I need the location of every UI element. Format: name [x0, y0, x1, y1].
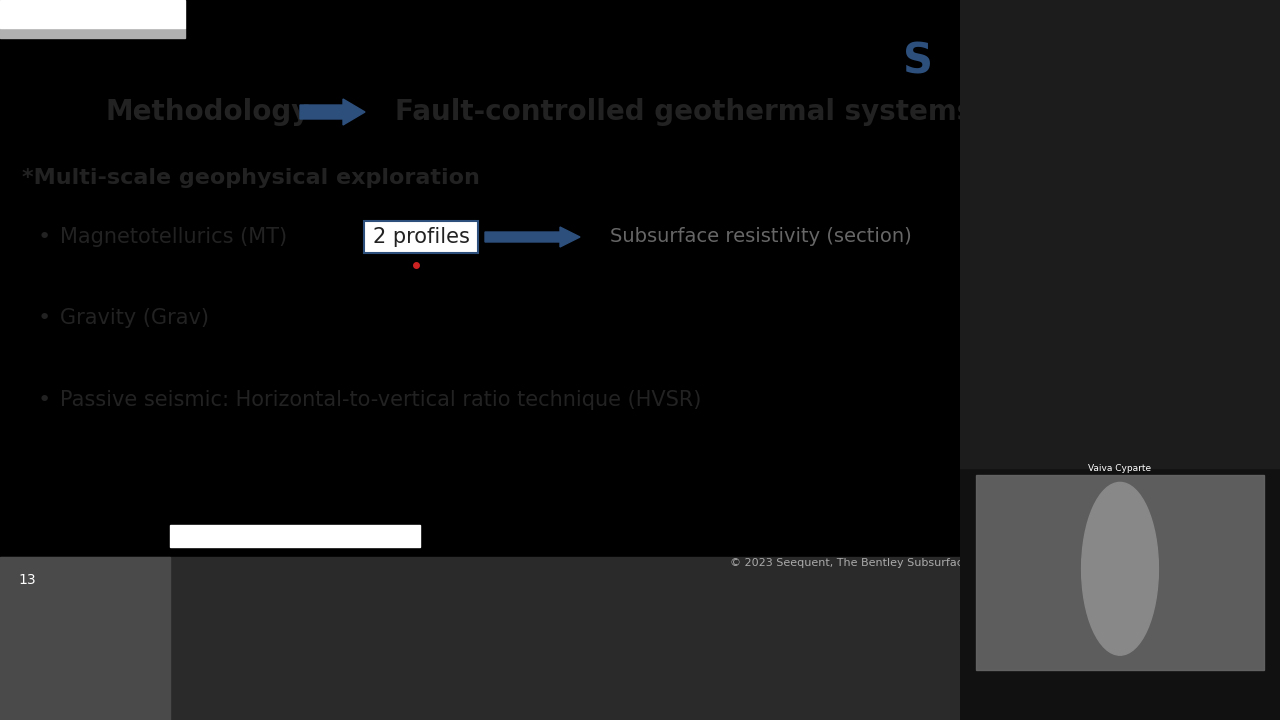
- Text: *Multi-scale geophysical exploration: *Multi-scale geophysical exploration: [22, 168, 480, 188]
- Text: Gravity (Grav): Gravity (Grav): [60, 308, 209, 328]
- Bar: [960, 0, 1280, 468]
- Text: Passive seismic: Horizontal-to-vertical ratio technique (HVSR): Passive seismic: Horizontal-to-vertical …: [60, 390, 701, 410]
- Text: •: •: [38, 308, 51, 328]
- Text: •: •: [38, 390, 51, 410]
- Text: 2 profiles: 2 profiles: [372, 227, 470, 247]
- FancyArrow shape: [300, 99, 365, 125]
- Text: Magnetotellurics (MT): Magnetotellurics (MT): [60, 227, 287, 247]
- Bar: [0, 28, 186, 38]
- Bar: [0, 557, 170, 720]
- Text: 13: 13: [18, 573, 36, 587]
- Text: Methodology: Methodology: [105, 98, 310, 126]
- Text: Vaiva Cyparte: Vaiva Cyparte: [1088, 464, 1152, 474]
- FancyBboxPatch shape: [364, 221, 477, 253]
- Text: •: •: [38, 227, 51, 247]
- Text: Fault-controlled geothermal systems: Fault-controlled geothermal systems: [396, 98, 973, 126]
- FancyArrow shape: [485, 227, 580, 247]
- Bar: [0, 557, 960, 720]
- Bar: [0, 0, 960, 28]
- Circle shape: [1082, 482, 1158, 655]
- Bar: [977, 475, 1265, 670]
- Text: Subsurface resistivity (section): Subsurface resistivity (section): [611, 228, 911, 246]
- Bar: [170, 525, 420, 547]
- Text: © 2023 Seequent, The Bentley Subsurface Company: © 2023 Seequent, The Bentley Subsurface …: [730, 558, 1027, 568]
- Text: S: S: [902, 41, 933, 83]
- Bar: [0, 0, 186, 28]
